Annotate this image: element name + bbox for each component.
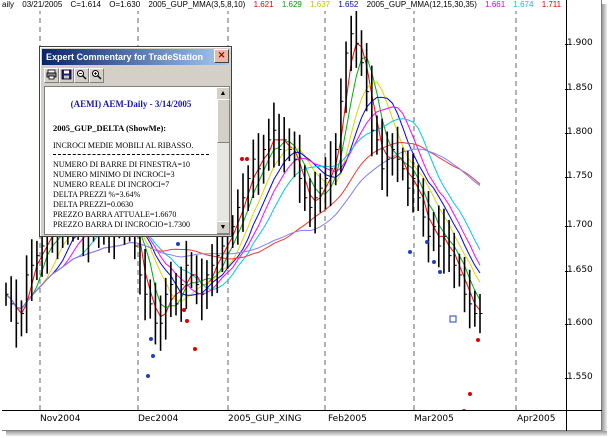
sell-signal-dot (182, 308, 186, 312)
header-close: C=1.614 (70, 0, 101, 9)
header-open: O=1.630 (109, 0, 141, 9)
zoom-in-icon (92, 70, 102, 80)
header-date: 03/21/2005 (22, 0, 63, 9)
time-axis[interactable]: Nov2004 Dec2004 2005_GUP_XING Feb2005 Ma… (2, 410, 566, 431)
marker-square (449, 315, 457, 323)
commentary-line: PREZZO BARRA DI INCROCIO=1.7300 (53, 220, 190, 229)
price-label: 1.550 (565, 372, 593, 382)
header-ind2-value-1: 1.661 (485, 0, 506, 9)
sell-signal-dot (240, 157, 244, 161)
vertical-scrollbar[interactable]: ▲ ▼ (217, 86, 230, 235)
time-label: Dec2004 (138, 414, 179, 424)
commentary-line: DELTA PREZZI=0.0630 (53, 200, 134, 209)
moving-average-line (5, 148, 481, 310)
price-axis-line (566, 0, 567, 411)
header-ind1-value-4: 1.652 (338, 0, 359, 9)
buy-signal-dot (425, 240, 429, 244)
header-ind2-value-2: 1.674 (513, 0, 534, 9)
commentary-line: NUMERO REALE DI INCROCI=7 (53, 180, 170, 189)
header-ind1-value-2: 1.629 (281, 0, 302, 9)
buy-signal-dot (146, 374, 150, 378)
sell-signal-dot (476, 338, 480, 342)
time-label: 2005_GUP_XING (228, 414, 302, 424)
buy-signal-dot (432, 260, 436, 264)
commentary-line: PREZZO BARRA ATTUALE=1.6670 (53, 210, 177, 219)
scroll-down-arrow-icon[interactable]: ▼ (217, 221, 229, 234)
header-ind2-value-3: 1.711 (541, 0, 562, 9)
price-label: 1.800 (565, 127, 593, 137)
sell-signal-dot (185, 319, 189, 323)
save-icon (61, 69, 72, 80)
close-button[interactable]: ✕ (214, 49, 229, 63)
print-icon (46, 69, 57, 80)
axis-corner (566, 410, 602, 431)
sell-signal-dot (462, 409, 466, 410)
zoom-in-button[interactable] (89, 68, 104, 83)
commentary-line: DELTA PREZZI %=3.64% (53, 190, 141, 199)
header-indicator-2: 2005_GUP_MMA(12,15,30,35) (366, 0, 477, 9)
print-button[interactable] (44, 68, 59, 83)
commentary-line: NUMERO MINIMO DI INCROCI=3 (53, 170, 175, 179)
chart-header: aily 03/21/2005 C=1.614 O=1.630 2005_GUP… (2, 0, 566, 11)
header-ind1-value-1: 1.621 (253, 0, 274, 9)
dialog-toolbar (42, 67, 229, 84)
save-button[interactable] (59, 68, 74, 83)
time-label: Apr2005 (517, 414, 556, 424)
buy-signal-dot (149, 337, 153, 341)
dialog-title: Expert Commentary for TradeStation (46, 52, 204, 62)
zoom-out-icon (77, 70, 87, 80)
header-symbol: aily (2, 0, 15, 9)
close-icon: ✕ (217, 50, 226, 60)
time-label: Mar2005 (414, 414, 454, 424)
window-shadow-bottom (6, 431, 607, 436)
price-label: 1.900 (565, 38, 593, 48)
price-label: 1.700 (565, 220, 593, 230)
commentary-line: NUMERO DI BARRE DI FINESTRA=10 (53, 160, 190, 169)
time-label: Nov2004 (40, 414, 81, 424)
buy-signal-dot (151, 354, 155, 358)
price-axis[interactable]: 1.900 1.850 1.800 1.750 1.700 1.650 1.60… (565, 0, 601, 410)
header-indicator-1: 2005_GUP_MMA(3,5,8,10) (148, 0, 246, 9)
buy-signal-dot (438, 270, 442, 274)
window-shadow-right (602, 4, 607, 434)
buy-signal-dot (408, 250, 412, 254)
sell-signal-dot (193, 347, 197, 351)
price-label: 1.750 (565, 171, 593, 181)
study-name: 2005_GUP_DELTA (ShowMe): (53, 123, 167, 133)
time-label: Feb2005 (328, 414, 367, 424)
sell-signal-dot (468, 392, 472, 396)
scroll-thumb[interactable] (217, 99, 230, 143)
expert-commentary-window[interactable]: Expert Commentary for TradeStation ✕ (AE… (39, 46, 232, 237)
separator (53, 154, 209, 155)
moving-average-line (5, 118, 481, 310)
sell-signal-dot (245, 157, 249, 161)
commentary-message: INCROCI MEDIE MOBILI AL RIBASSO. (53, 141, 194, 150)
price-chart-svg (5, 0, 517, 410)
commentary-text-area[interactable]: (AEMI) AEM-Daily - 3/14/2005 2005_GUP_DE… (44, 86, 218, 235)
dialog-title-bar[interactable]: Expert Commentary for TradeStation (42, 49, 229, 65)
price-label: 1.850 (565, 83, 593, 93)
zoom-out-button[interactable] (74, 68, 89, 83)
price-label: 1.650 (565, 265, 593, 275)
commentary-heading: (AEMI) AEM-Daily - 3/14/2005 (70, 99, 192, 109)
price-label: 1.600 (565, 318, 593, 328)
header-ind1-value-3: 1.637 (310, 0, 331, 9)
buy-signal-dot (176, 242, 180, 246)
